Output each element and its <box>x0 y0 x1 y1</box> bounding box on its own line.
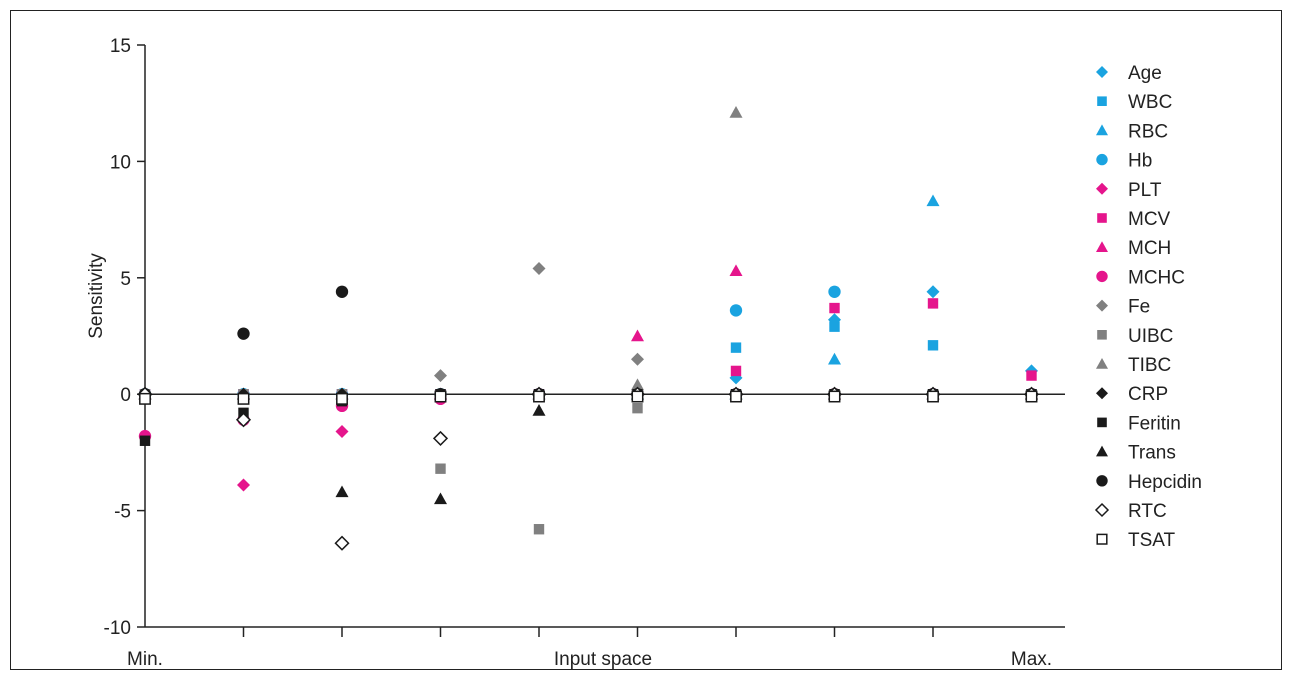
y-tick-label: 10 <box>110 152 131 173</box>
legend-label-plt: PLT <box>1128 180 1162 201</box>
point-tsat <box>730 390 742 403</box>
point-trans <box>335 485 349 498</box>
legend-label-fe: Fe <box>1128 297 1150 318</box>
y-axis-title: Sensitivity <box>86 253 107 339</box>
point-uibc <box>632 402 643 414</box>
legend-label-trans: Trans <box>1128 443 1176 464</box>
point-tibc <box>631 378 644 391</box>
point-mch <box>729 264 743 277</box>
legend-label-hb: Hb <box>1128 151 1152 172</box>
point-mch <box>631 329 644 342</box>
point-mcv <box>927 298 939 309</box>
point-tsat <box>631 390 644 403</box>
point-tsat <box>237 392 250 405</box>
legend-marker-hepcidin <box>1096 475 1108 487</box>
legend: Age WBC RBC Hb PLT MCV MCH MCHC Fe UIBC TIBC CRP Fer… <box>1094 63 1202 551</box>
legend-label-hepcidin: Hepcidin <box>1128 472 1202 493</box>
legend-marker-plt <box>1096 182 1108 195</box>
y-tick-label: 0 <box>120 385 131 406</box>
point-uibc <box>533 524 545 535</box>
y-tick-label: -5 <box>114 502 131 523</box>
legend-label-mchc: MCHC <box>1128 267 1185 288</box>
point-rtc <box>432 430 449 446</box>
axes: -10 -5 0 5 10 15 Min. Max. <box>104 36 1065 670</box>
point-rbc <box>828 352 841 365</box>
point-rbc <box>926 194 940 207</box>
legend-label-rbc: RBC <box>1128 121 1168 142</box>
legend-label-wbc: WBC <box>1128 92 1172 113</box>
point-fe <box>434 369 447 383</box>
legend-marker-uibc <box>1097 330 1107 340</box>
legend-label-crp: CRP <box>1128 384 1168 405</box>
point-hepcidin <box>335 285 349 298</box>
point-tsat <box>533 390 545 403</box>
legend-label-tibc: TIBC <box>1128 355 1171 376</box>
point-uibc <box>435 463 446 474</box>
y-tick-label: 5 <box>120 269 131 290</box>
legend-marker-wbc <box>1097 96 1107 106</box>
point-age <box>926 285 940 299</box>
point-mcv <box>829 302 840 314</box>
x-tick-label: Min. <box>127 649 163 670</box>
legend-marker-hb <box>1096 153 1108 166</box>
x-tick-label: Max. <box>1011 649 1052 670</box>
legend-marker-age <box>1096 66 1108 78</box>
point-trans <box>532 403 546 416</box>
legend-marker-rtc <box>1094 502 1110 518</box>
point-hb <box>828 285 841 298</box>
point-hepcidin <box>237 327 250 340</box>
chart-frame <box>10 10 1282 670</box>
point-tsat <box>139 392 151 405</box>
legend-label-rtc: RTC <box>1128 501 1167 522</box>
point-tsat <box>828 390 841 403</box>
point-mcv <box>730 365 742 377</box>
legend-marker-feritin <box>1097 417 1107 428</box>
legend-marker-mcv <box>1097 213 1107 223</box>
legend-label-feritin: Feritin <box>1128 413 1181 434</box>
point-tsat <box>336 392 348 405</box>
legend-label-uibc: UIBC <box>1128 326 1173 347</box>
legend-marker-trans <box>1096 445 1108 457</box>
point-plt <box>237 478 250 492</box>
point-wbc <box>927 340 939 351</box>
y-tick-label: 15 <box>110 36 131 57</box>
point-rtc <box>235 412 252 428</box>
x-axis-title: Input space <box>554 649 652 670</box>
point-tsat <box>434 390 447 403</box>
point-tibc <box>729 106 743 118</box>
data-marks <box>137 106 1040 551</box>
point-hb <box>729 304 743 317</box>
legend-marker-mchc <box>1096 270 1108 283</box>
y-tick-label: -10 <box>104 618 131 639</box>
point-fe <box>532 261 546 275</box>
point-fe <box>631 352 644 366</box>
point-wbc <box>730 342 742 353</box>
legend-marker-tsat <box>1096 533 1108 545</box>
point-feritin <box>139 435 151 446</box>
point-tsat <box>927 390 939 403</box>
legend-marker-rbc <box>1096 124 1108 136</box>
point-tsat <box>1025 390 1038 403</box>
point-trans <box>434 492 447 505</box>
legend-marker-tibc <box>1096 358 1108 369</box>
legend-label-age: Age <box>1128 63 1162 84</box>
legend-marker-crp <box>1096 387 1108 400</box>
point-wbc <box>829 321 840 332</box>
point-mcv <box>1026 370 1037 381</box>
point-plt <box>335 424 349 438</box>
legend-label-tsat: TSAT <box>1128 530 1176 551</box>
point-rtc <box>334 535 350 551</box>
legend-label-mcv: MCV <box>1128 209 1171 230</box>
legend-marker-mch <box>1096 241 1108 252</box>
legend-marker-fe <box>1096 299 1108 312</box>
legend-label-mch: MCH <box>1128 238 1171 259</box>
